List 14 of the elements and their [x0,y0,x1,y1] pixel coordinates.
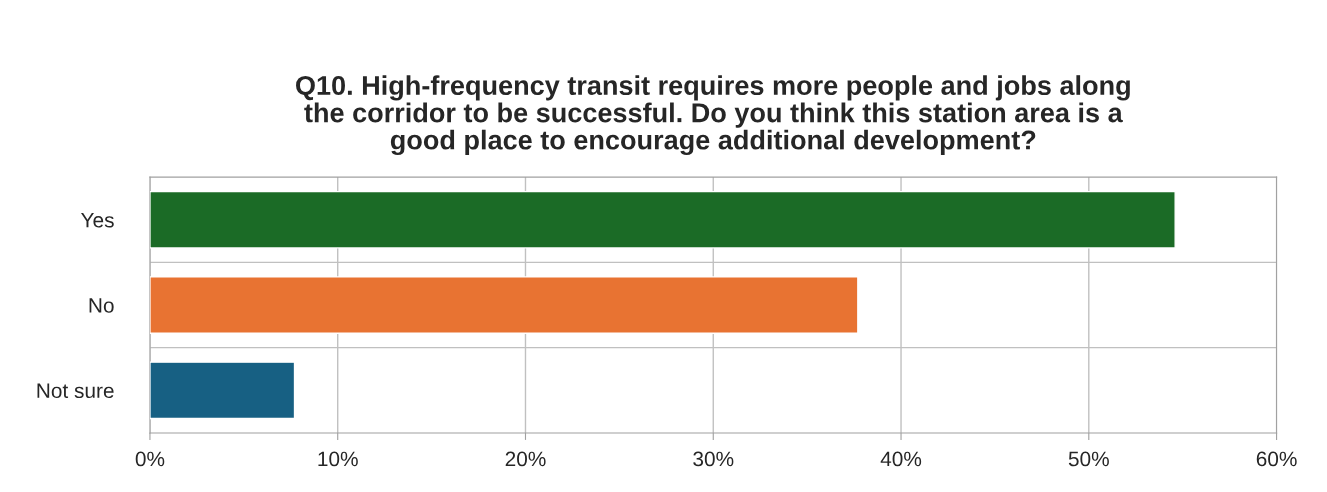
bar [149,361,296,420]
y-tick-label: Not sure [37,383,114,399]
x-tick-label: 40% [880,451,922,467]
x-tick-label: 50% [1068,451,1109,467]
x-tick-label: 20% [505,451,546,467]
y-tick-label: No [89,298,114,313]
chart-title: Q10. High-frequency transit requires more people and jobs along the corridor to be successful. Do you think this station area is a good place to encourage additional development? [296,75,1130,156]
x-tick-label: 30% [693,451,734,467]
x-tick-label: 0% [135,451,165,467]
bar [149,276,859,334]
y-tick-label: Yes [81,212,114,228]
bar [149,190,1176,249]
x-tick-label: 60% [1256,451,1297,467]
x-tick-label: 10% [318,451,358,467]
